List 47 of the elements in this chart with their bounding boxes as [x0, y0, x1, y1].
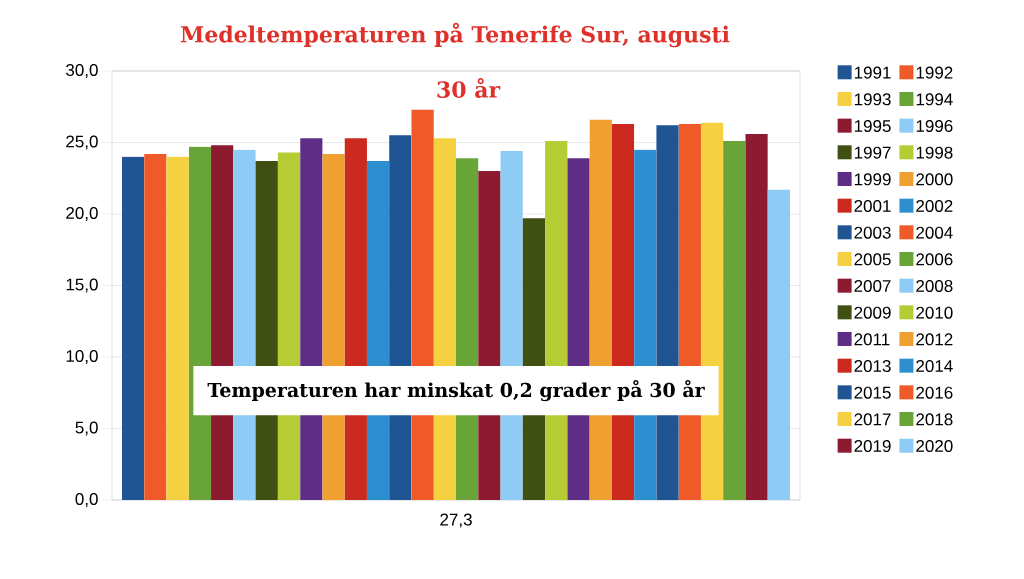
legend-label: 2007: [854, 279, 891, 293]
legend-label: 2003: [854, 226, 891, 239]
legend-label: 2006: [916, 253, 953, 266]
legend-label: 2020: [916, 440, 953, 453]
legend-label: 2000: [916, 173, 953, 186]
legend-label: 1991: [854, 66, 891, 79]
legend-label: 1993: [854, 93, 891, 106]
legend-label: 2013: [854, 359, 891, 373]
legend-label: 1997: [854, 146, 891, 159]
y-tick-label: 10,0: [66, 349, 98, 365]
y-tick-label: 5,0: [75, 421, 98, 436]
bar: [122, 156, 145, 500]
x-tick-label: 27,3: [440, 513, 472, 528]
y-tick-label: 30,0: [66, 63, 98, 79]
legend-label: 2010: [916, 306, 953, 319]
legend-label: 2004: [916, 226, 953, 239]
legend-label: 2012: [916, 333, 953, 346]
legend-label: 1992: [916, 66, 953, 79]
legend-label: 2005: [854, 253, 891, 266]
annotation: Temperaturen har minskat 0,2 grader på 30 år: [207, 380, 705, 402]
legend-label: 2011: [854, 333, 890, 346]
y-tick-label: 0,0: [75, 492, 98, 508]
legend-label: 2008: [916, 279, 953, 293]
chart-title: Medeltemperaturen på Tenerife Sur, augusti: [180, 22, 730, 48]
legend-label: 2017: [854, 413, 891, 426]
legend-label: 2002: [916, 199, 953, 213]
y-tick-label: 20,0: [66, 206, 98, 222]
legend-label: 1994: [916, 93, 953, 106]
legend-label: 1996: [916, 119, 953, 132]
bar: [767, 189, 791, 500]
legend-label: 1995: [854, 119, 891, 132]
bar: [745, 133, 768, 500]
legend-label: 2014: [916, 359, 953, 373]
legend-label: 2019: [854, 440, 891, 453]
legend-label: 1998: [916, 146, 953, 159]
legend-label: 2015: [854, 386, 891, 399]
bar: [166, 156, 189, 500]
y-tick-label: 25,0: [66, 135, 98, 150]
chart-subtitle: 30 år: [437, 78, 501, 98]
legend-label: 1999: [854, 173, 891, 186]
legend-label: 2001: [854, 199, 891, 213]
bar: [723, 141, 746, 500]
legend-label: 2009: [854, 306, 891, 319]
bar: [144, 153, 167, 500]
legend-label: 2016: [916, 386, 953, 399]
y-tick-label: 15,0: [66, 278, 98, 293]
legend-label: 2018: [916, 413, 953, 426]
